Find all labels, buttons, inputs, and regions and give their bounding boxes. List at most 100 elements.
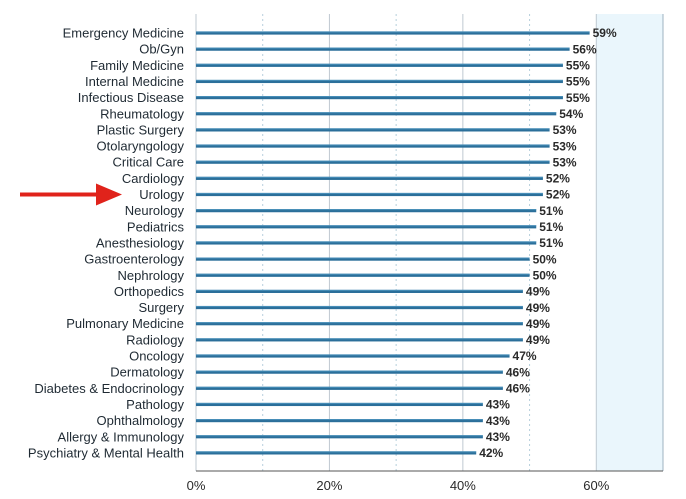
bar — [196, 338, 523, 342]
bar-sheen — [196, 47, 570, 49]
x-tick-label: 0% — [187, 478, 206, 493]
category-label: Ophthalmology — [97, 413, 185, 428]
bar-sheen — [196, 354, 510, 356]
x-tick-label: 60% — [583, 478, 609, 493]
bar-sheen — [196, 79, 563, 81]
value-label: 51% — [539, 236, 563, 250]
value-label: 49% — [526, 317, 550, 331]
value-label: 49% — [526, 285, 550, 299]
bar-sheen — [196, 386, 503, 388]
value-label: 53% — [553, 155, 577, 169]
bar — [196, 112, 557, 116]
value-label: 46% — [506, 365, 530, 379]
bar-sheen — [196, 322, 523, 324]
bar — [196, 128, 550, 132]
category-label: Nephrology — [118, 268, 185, 283]
value-label: 55% — [566, 59, 590, 73]
bar — [196, 31, 590, 35]
bar — [196, 63, 563, 67]
value-label: 54% — [559, 107, 583, 121]
category-label: Anesthesiology — [96, 235, 185, 250]
bar-sheen — [196, 451, 477, 453]
value-label: 47% — [513, 349, 537, 363]
value-label: 50% — [533, 268, 557, 282]
bar-sheen — [196, 241, 537, 243]
bar — [196, 435, 483, 439]
bar — [196, 96, 563, 100]
value-label: 59% — [593, 26, 617, 40]
bar-sheen — [196, 305, 523, 308]
bar — [196, 273, 530, 277]
bar-sheen — [196, 209, 537, 211]
bar — [196, 225, 537, 229]
bar — [196, 370, 503, 374]
bar-sheen — [196, 192, 543, 194]
category-label: Orthopedics — [114, 284, 185, 299]
category-label: Gastroenterology — [84, 252, 184, 267]
category-label: Allergy & Immunology — [58, 429, 185, 444]
plot-background — [596, 14, 663, 471]
bar — [196, 451, 477, 455]
bar — [196, 402, 483, 407]
bar-sheen — [196, 370, 503, 372]
value-label: 43% — [486, 414, 510, 428]
x-tick-label: 40% — [450, 478, 476, 493]
bar — [196, 241, 537, 245]
arrow-head-icon — [96, 183, 122, 206]
bar-sheen — [196, 225, 537, 227]
bar-sheen — [196, 273, 530, 275]
bar — [196, 322, 523, 326]
category-label: Urology — [139, 187, 184, 202]
value-label: 52% — [546, 172, 570, 186]
category-label: Diabetes & Endocrinology — [34, 381, 184, 396]
bar-sheen — [196, 419, 483, 421]
category-label: Radiology — [126, 332, 184, 347]
bar — [196, 257, 530, 261]
bar-sheen — [196, 176, 543, 178]
category-label: Cardiology — [122, 171, 185, 186]
plot-band — [596, 14, 663, 471]
bar — [196, 176, 543, 180]
bar — [196, 305, 523, 310]
bar-sheen — [196, 338, 523, 340]
category-label: Pediatrics — [127, 219, 185, 234]
category-label: Ob/Gyn — [139, 42, 184, 57]
bar-sheen — [196, 63, 563, 65]
category-label: Infectious Disease — [78, 90, 184, 105]
bar — [196, 419, 483, 423]
bar — [196, 386, 503, 390]
bar-sheen — [196, 31, 590, 33]
category-label: Plastic Surgery — [97, 122, 185, 137]
bar — [196, 79, 563, 84]
value-label: 52% — [546, 188, 570, 202]
bar-sheen — [196, 160, 550, 162]
bar-sheen — [196, 96, 563, 98]
bars — [196, 31, 590, 455]
bar-sheen — [196, 128, 550, 130]
value-label: 55% — [566, 91, 590, 105]
bar-sheen — [196, 402, 483, 404]
category-label: Emergency Medicine — [63, 26, 184, 41]
category-label: Oncology — [129, 349, 184, 364]
value-labels: 59% 56% 55% 55% 55% 54% 53% 53% 53% 52% 52% 51% 51% 5… — [479, 26, 617, 460]
bar — [196, 160, 550, 164]
category-label: Rheumatology — [100, 106, 184, 121]
value-label: 46% — [506, 382, 530, 396]
bar — [196, 209, 537, 213]
x-tick-label: 20% — [316, 478, 342, 493]
category-label: Pathology — [126, 397, 184, 412]
value-label: 43% — [486, 430, 510, 444]
value-label: 50% — [533, 252, 557, 266]
category-label: Dermatology — [110, 365, 184, 380]
category-label: Critical Care — [112, 155, 184, 170]
bar — [196, 192, 543, 197]
value-label: 49% — [526, 301, 550, 315]
bar-sheen — [196, 435, 483, 437]
value-label: 49% — [526, 333, 550, 347]
bar — [196, 354, 510, 358]
category-label: Psychiatry & Mental Health — [28, 445, 184, 460]
bar-sheen — [196, 112, 557, 114]
category-label: Internal Medicine — [85, 74, 184, 89]
bar — [196, 144, 550, 148]
